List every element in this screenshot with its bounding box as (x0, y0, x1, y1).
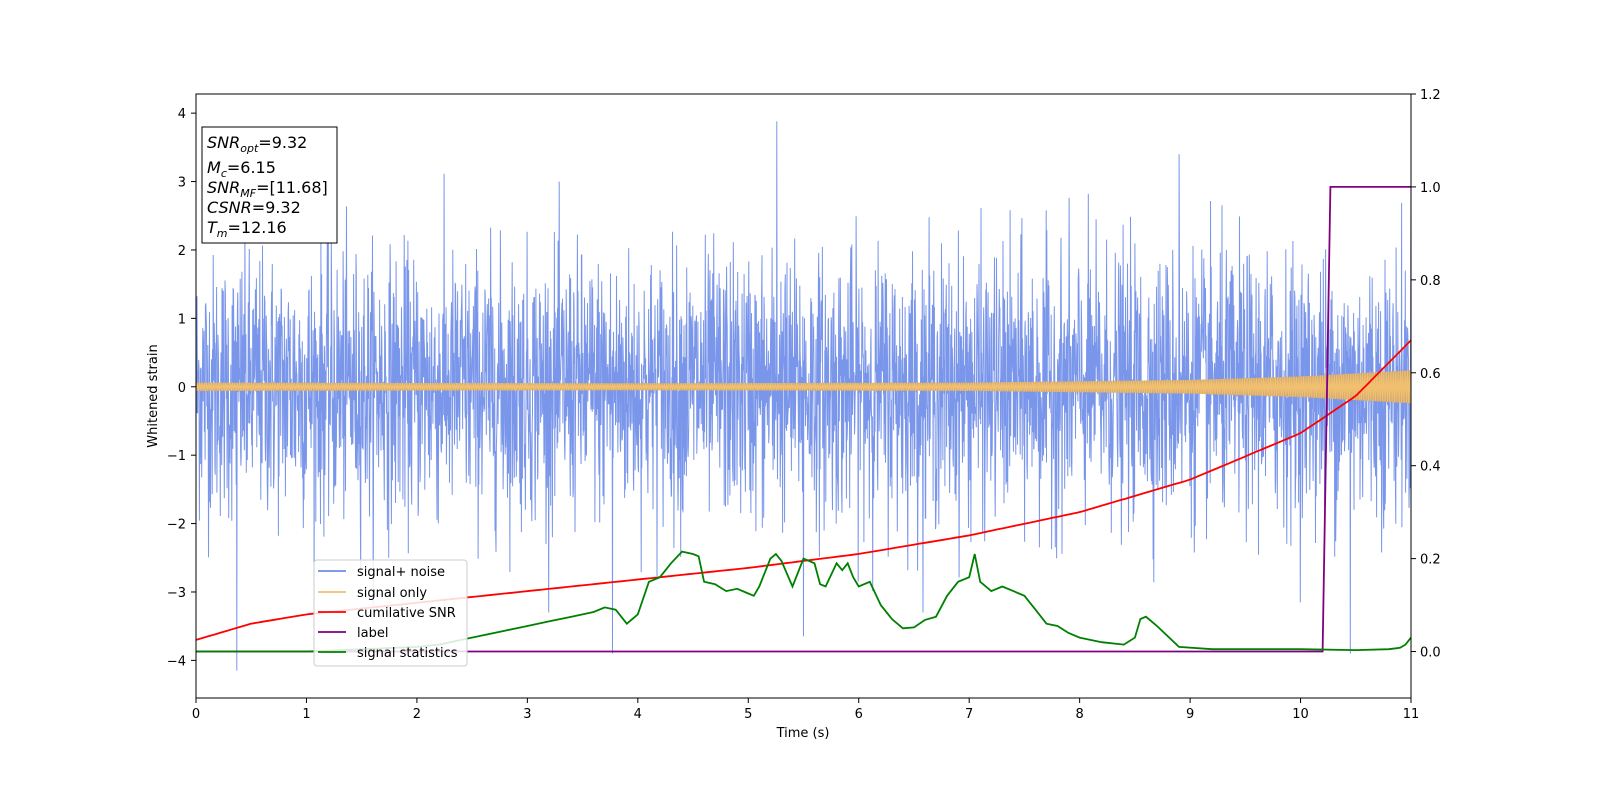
legend: signal+ noise signal only cumilative SNR… (313, 559, 468, 667)
info-mc: Mc=6.15 (207, 158, 276, 180)
info-box-frame (201, 126, 338, 244)
legend-label-label: label (357, 626, 388, 641)
y-left-tick-label: −3 (167, 586, 186, 601)
x-tick-label: 10 (1292, 707, 1309, 722)
legend-label-cumulative-snr: cumilative SNR (357, 606, 456, 621)
y-right-tick-label: 0.0 (1420, 646, 1441, 661)
y-right-tick-label: 0.6 (1420, 367, 1441, 382)
y-left-tick-label: 3 (178, 176, 186, 191)
y-left-tick-label: 1 (178, 312, 186, 327)
x-tick-label: 5 (744, 707, 752, 722)
x-tick-label: 8 (1075, 707, 1083, 722)
y-axis-left: 4 3 2 1 0 −1 −2 −3 −4 (167, 107, 196, 669)
y-left-tick-label: −4 (167, 654, 186, 669)
x-tick-label: 2 (413, 707, 421, 722)
y-left-tick-label: −2 (167, 518, 186, 533)
y-right-tick-label: 1.0 (1420, 181, 1441, 196)
series-label-line (196, 186, 1411, 653)
x-tick-label: 0 (192, 707, 200, 722)
x-tick-label: 1 (302, 707, 310, 722)
legend-frame (313, 559, 468, 667)
x-axis: 0 1 2 3 4 5 6 7 8 9 10 11 (192, 698, 1419, 722)
x-tick-label: 7 (965, 707, 973, 722)
series-signal-statistics-line (196, 550, 1411, 653)
info-box: SNRopt=9.32 Mc=6.15 SNRMF=[11.68] CSNR=9… (201, 126, 338, 244)
y-right-tick-label: 1.2 (1420, 88, 1441, 103)
y-left-tick-label: −1 (167, 449, 186, 464)
y-left-tick-label: 4 (178, 107, 186, 122)
info-snr-opt: SNRopt=9.32 (207, 133, 307, 155)
x-tick-label: 6 (855, 707, 863, 722)
info-csnr: CSNR=9.32 (207, 198, 301, 217)
y-left-tick-label: 2 (178, 244, 186, 259)
info-tm: Tm=12.16 (207, 218, 287, 240)
x-tick-label: 4 (634, 707, 642, 722)
x-axis-label: Time (s) (776, 726, 830, 741)
y-axis-right: 1.2 1.0 0.8 0.6 0.4 0.2 0.0 (1411, 88, 1441, 661)
y-left-tick-label: 0 (178, 381, 186, 396)
y-right-tick-label: 0.8 (1420, 274, 1441, 289)
series-signal-only-line (196, 370, 1411, 404)
y-right-tick-label: 0.2 (1420, 553, 1441, 568)
info-snr-mf: SNRMF=[11.68] (207, 178, 328, 200)
legend-label-signal-statistics: signal statistics (357, 646, 458, 661)
series-signal-noise-line (196, 121, 1411, 671)
y-axis-label: Whitened strain (146, 344, 161, 447)
y-right-tick-label: 0.4 (1420, 460, 1441, 475)
x-tick-label: 11 (1403, 707, 1420, 722)
legend-label-signal-only: signal only (357, 586, 427, 601)
x-tick-label: 9 (1186, 707, 1194, 722)
legend-label-signal-noise: signal+ noise (357, 565, 445, 580)
plot-frame (195, 93, 1412, 699)
x-tick-label: 3 (523, 707, 531, 722)
